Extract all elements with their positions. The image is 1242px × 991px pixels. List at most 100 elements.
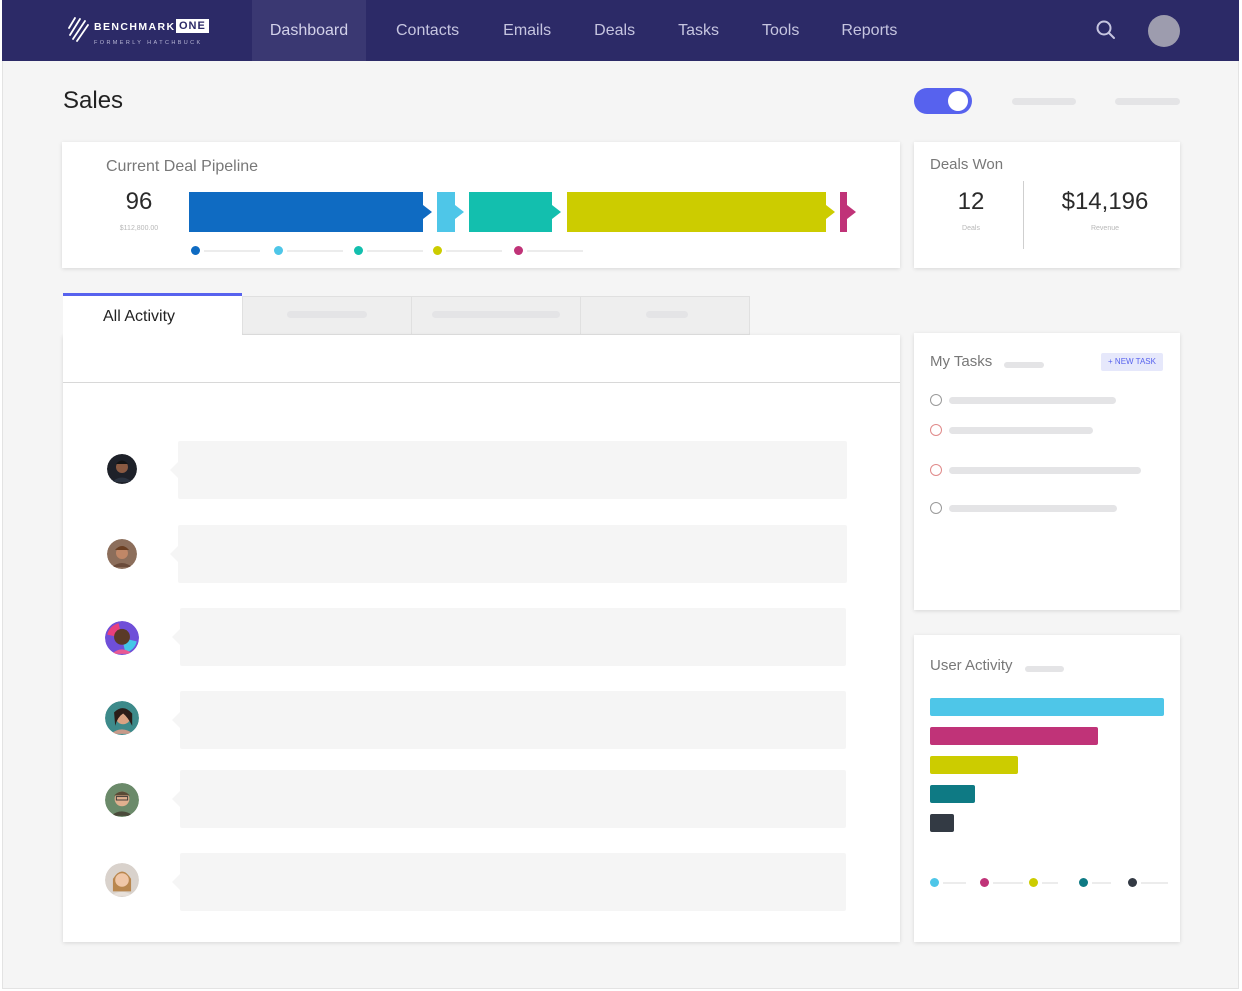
legend-dot	[1029, 878, 1038, 887]
legend-placeholder	[943, 882, 966, 884]
top-navbar: BENCHMARK ONE FORMERLY HATCHBUCK Dashboa…	[2, 0, 1239, 61]
legend-placeholder	[287, 250, 343, 252]
activity-item[interactable]	[172, 853, 846, 911]
task-checkbox[interactable]	[930, 464, 942, 476]
tasks-count-placeholder	[1004, 362, 1044, 368]
page-title: Sales	[63, 87, 124, 114]
activity-item[interactable]	[172, 770, 846, 828]
toggle-knob	[948, 91, 968, 111]
pipeline-stage-2[interactable]	[437, 192, 455, 232]
divider	[63, 382, 900, 383]
task-checkbox[interactable]	[930, 502, 942, 514]
pipeline-stage-3[interactable]	[469, 192, 552, 232]
pipeline-arrow	[847, 205, 856, 219]
tab-3[interactable]	[411, 296, 581, 335]
task-item-placeholder[interactable]	[949, 467, 1141, 474]
pipeline-arrow	[455, 205, 464, 219]
activity-item[interactable]	[170, 525, 847, 583]
legend-dot	[930, 878, 939, 887]
nav-item-reports[interactable]: Reports	[841, 22, 898, 39]
search-icon[interactable]	[1095, 19, 1117, 41]
pipeline-arrow	[552, 205, 561, 219]
brand-tagline: FORMERLY HATCHBUCK	[94, 40, 203, 46]
pipeline-amount: $112,800.00	[119, 225, 159, 232]
legend-placeholder	[204, 250, 260, 252]
tab-label-placeholder	[646, 311, 688, 318]
logo-mark-icon	[68, 17, 89, 42]
activity-item[interactable]	[170, 441, 847, 499]
user-activity-bar[interactable]	[930, 727, 1098, 745]
user-activity-bar[interactable]	[930, 814, 954, 832]
legend-dot	[191, 246, 200, 255]
header-placeholder-link[interactable]	[1115, 98, 1180, 105]
pipeline-arrow	[423, 205, 432, 219]
user-activity-bar[interactable]	[930, 785, 975, 803]
deals-won-count: 12	[957, 188, 985, 215]
deals-label: Deals	[962, 225, 980, 232]
user-activity-title: User Activity	[930, 657, 1013, 674]
avatar[interactable]	[105, 701, 139, 735]
avatar[interactable]	[107, 539, 137, 569]
avatar[interactable]	[105, 621, 139, 655]
task-item-placeholder[interactable]	[949, 397, 1116, 404]
task-item-placeholder[interactable]	[949, 427, 1093, 434]
tab-2[interactable]	[242, 296, 412, 335]
brand-name: BENCHMARK	[94, 21, 176, 33]
deals-won-title: Deals Won	[930, 156, 1004, 173]
avatar[interactable]	[107, 454, 137, 484]
legend-placeholder	[527, 250, 583, 252]
nav-item-tasks[interactable]: Tasks	[678, 22, 719, 39]
pipeline-arrow	[826, 205, 835, 219]
task-checkbox[interactable]	[930, 424, 942, 436]
tasks-title: My Tasks	[930, 353, 993, 370]
nav-item-dashboard[interactable]: Dashboard	[252, 0, 366, 61]
legend-dot	[433, 246, 442, 255]
activity-item[interactable]	[172, 691, 846, 749]
divider	[1023, 181, 1024, 249]
legend-placeholder	[1042, 882, 1058, 884]
activity-item[interactable]	[172, 608, 846, 666]
task-item-placeholder[interactable]	[949, 505, 1117, 512]
new-task-button[interactable]: + NEW TASK	[1101, 353, 1163, 371]
pipeline-stage-5[interactable]	[840, 192, 847, 232]
header-placeholder-link[interactable]	[1012, 98, 1076, 105]
pipeline-stage-4[interactable]	[567, 192, 826, 232]
legend-placeholder	[1141, 882, 1168, 884]
user-avatar[interactable]	[1148, 15, 1180, 47]
user-activity-bar[interactable]	[930, 756, 1018, 774]
nav-item-emails[interactable]: Emails	[503, 22, 552, 39]
nav-item-contacts[interactable]: Contacts	[396, 22, 460, 39]
avatar[interactable]	[105, 783, 139, 817]
brand-logo[interactable]: BENCHMARK ONE FORMERLY HATCHBUCK	[68, 14, 218, 48]
legend-placeholder	[993, 882, 1023, 884]
avatar[interactable]	[105, 863, 139, 897]
tab-label-placeholder	[287, 311, 367, 318]
pipeline-count: 96	[125, 188, 153, 215]
user-activity-bar[interactable]	[930, 698, 1164, 716]
task-checkbox[interactable]	[930, 394, 942, 406]
legend-placeholder	[446, 250, 502, 252]
tab-label: All Activity	[103, 308, 176, 325]
tab-all-activity[interactable]: All Activity	[63, 293, 242, 335]
legend-dot	[1128, 878, 1137, 887]
legend-dot	[980, 878, 989, 887]
legend-dot	[1079, 878, 1088, 887]
legend-dot	[354, 246, 363, 255]
revenue-label: Revenue	[1090, 225, 1120, 232]
main-nav: Dashboard Contacts Emails Deals Tasks To…	[252, 0, 918, 61]
legend-placeholder	[1092, 882, 1111, 884]
nav-item-deals[interactable]: Deals	[594, 22, 636, 39]
pipeline-stage-1[interactable]	[189, 192, 423, 232]
legend-dot	[274, 246, 283, 255]
view-toggle[interactable]	[914, 88, 972, 114]
legend-dot	[514, 246, 523, 255]
tab-label-placeholder	[432, 311, 560, 318]
pipeline-title: Current Deal Pipeline	[106, 158, 259, 175]
legend-placeholder	[367, 250, 423, 252]
tab-4[interactable]	[580, 296, 750, 335]
brand-badge: ONE	[176, 19, 209, 33]
nav-item-tools[interactable]: Tools	[761, 22, 800, 39]
deals-won-card	[914, 142, 1180, 268]
user-activity-placeholder	[1025, 666, 1064, 672]
revenue-value: $14,196	[1061, 188, 1149, 215]
